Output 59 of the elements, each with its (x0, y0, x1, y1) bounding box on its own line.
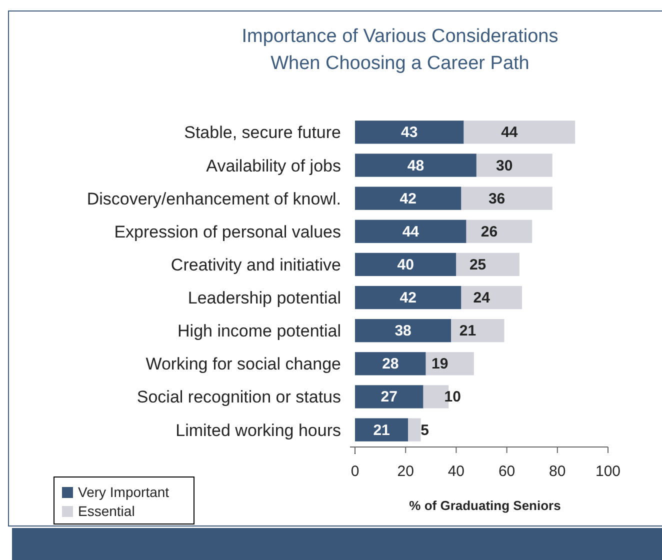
y-tick-label: Stable, secure future (184, 123, 341, 142)
data-label: 36 (488, 190, 506, 208)
bar (355, 186, 462, 210)
bar (408, 418, 421, 442)
data-label: 42 (400, 290, 416, 307)
y-tick-label: Creativity and initiative (170, 255, 341, 274)
data-label: 44 (501, 124, 518, 142)
bar (461, 286, 522, 310)
data-label: 10 (444, 388, 461, 406)
legend-label: Essential (78, 503, 135, 519)
data-label: 28 (382, 356, 399, 373)
bar (466, 220, 532, 243)
bar (451, 319, 504, 342)
data-label: 5 (420, 422, 429, 439)
bar (355, 352, 426, 376)
bar (456, 252, 520, 276)
y-tick-label: Social recognition or status (136, 388, 341, 407)
y-tick-label: High income potential (178, 322, 341, 341)
bar (355, 319, 452, 342)
data-label: 44 (402, 223, 420, 240)
data-label: 19 (432, 356, 448, 373)
x-axis-title: % of Graduating Seniors (409, 498, 561, 513)
y-tick-label: Working for social change (146, 354, 341, 374)
bar (476, 154, 552, 177)
bar (355, 286, 462, 310)
data-label: 42 (400, 190, 416, 208)
data-label: 25 (469, 256, 486, 274)
data-label: 38 (394, 322, 412, 340)
bar (461, 186, 552, 210)
y-tick-label: Availability of jobs (206, 156, 341, 176)
y-tick-label: Discovery/enhancement of knowl. (86, 189, 341, 208)
data-label: 26 (480, 223, 498, 240)
bar (355, 252, 456, 276)
data-label: 30 (496, 157, 513, 174)
chart-title: Importance of Various Considerations When Choosing a Career Path (242, 26, 558, 74)
x-tick-label: 80 (549, 463, 566, 480)
bar (355, 220, 466, 243)
bar (355, 385, 424, 408)
x-tick-label: 0 (350, 463, 360, 480)
bar (464, 120, 576, 144)
x-tick-label: 100 (595, 463, 621, 480)
data-label: 27 (380, 388, 398, 406)
data-label: 24 (473, 290, 491, 307)
bar (355, 154, 476, 177)
data-label: 40 (397, 256, 414, 274)
data-label: 21 (459, 322, 476, 340)
y-tick-label: Expression of personal values (114, 222, 341, 242)
y-tick-label: Leadership potential (188, 288, 341, 308)
x-tick-label: 40 (448, 463, 465, 480)
bar (355, 120, 464, 144)
x-tick-label: 60 (498, 463, 516, 480)
data-label: 21 (373, 422, 390, 439)
data-label: 48 (407, 157, 424, 174)
x-tick-label: 20 (397, 463, 414, 480)
bar (355, 418, 408, 442)
data-label: 43 (401, 124, 418, 142)
bar (426, 352, 474, 376)
legend-label: Very Important (78, 484, 170, 500)
y-tick-label: Limited working hours (176, 420, 341, 440)
